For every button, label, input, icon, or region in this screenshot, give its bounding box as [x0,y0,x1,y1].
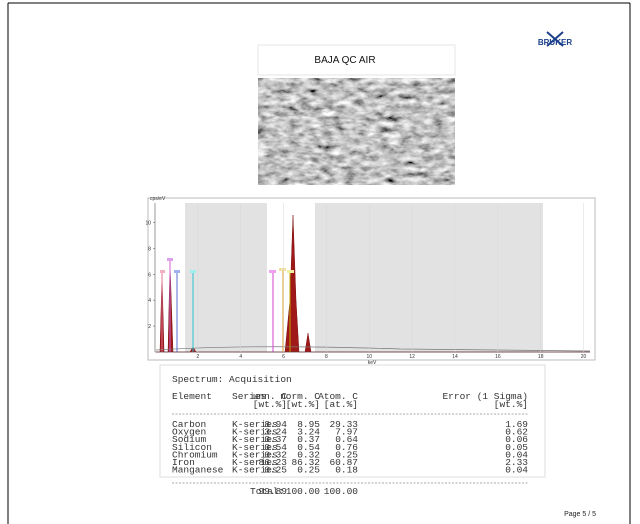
table-cell: 0.04 [505,449,528,460]
region [315,203,543,352]
results-table: Spectrum: Acquisition Element Seriesunn. … [172,374,528,497]
table-cell: 7.97 [335,427,358,438]
table-cell: K-series [232,419,278,430]
table-cell: 0.04 [505,465,528,476]
x-tick-label: 10 [367,354,373,360]
table-cell: 8.94 [264,419,287,430]
table-cell: K-series [232,449,278,460]
x-tick-label: 20 [581,354,587,360]
table-cell: 1.69 [505,419,528,430]
column-header: unn. C [253,391,288,402]
background-line [155,346,591,352]
report-title: BAJA QC AIR [314,55,375,66]
y-tick-label: 6 [148,272,151,278]
total-label: Total: [250,486,284,497]
table-cell: 0.54 [264,442,287,453]
y-axis-label: cps/eV [150,196,166,202]
column-header: [wt.%] [286,399,320,410]
table-cell: 0.25 [297,465,320,476]
marker-flag [287,270,294,273]
spectrum: cps/eV keV 2 4 6 8 10 12 14 16 18 20 2 4 6 8 10 [145,196,591,366]
logo: BRUKER [538,31,572,47]
y-tick-label: 4 [148,298,151,304]
table-cell: Silicon [172,442,212,453]
table-cell: 0.32 [264,449,287,460]
marker-flag [269,270,276,273]
y-tick-label: 2 [148,324,151,330]
table-cell: 86.32 [291,457,320,468]
table-cell: Manganese [172,465,224,476]
column-header: norm. C [280,391,320,402]
table-cell: Carbon [172,419,206,430]
marker-flag [167,258,173,261]
page-number: Page 5 / 5 [564,511,596,518]
column-header: Atom. C [318,391,358,402]
table-cell: 0.64 [335,434,358,445]
table-title: Spectrum: Acquisition [172,374,292,385]
table-cell: 0.32 [297,449,320,460]
table-cell: Iron [172,457,195,468]
x-tick-label: 14 [452,354,458,360]
table-cell: 3.24 [264,427,287,438]
table-cell: 0.54 [297,442,320,453]
y-tick-label: 10 [145,220,151,226]
x-tick-label: 2 [196,354,199,360]
column-header: Series [232,391,266,402]
table-cell: 3.24 [297,427,320,438]
x-tick-label: 12 [409,354,415,360]
marker-flag [160,270,165,273]
table-cell: 86.23 [258,457,287,468]
table-cell: K-series [232,442,278,453]
sem-image [258,78,455,185]
total-value: 100.00 [324,486,359,497]
table-cell: 0.25 [335,449,358,460]
total-value: 99.89 [258,486,287,497]
table-cell: K-series [232,434,278,445]
table-cell: 0.25 [264,465,287,476]
table-cell: Sodium [172,434,207,445]
table-cell: 8.95 [297,419,320,430]
column-header: [wt.%] [494,399,528,410]
table-cell: 60.87 [329,457,358,468]
table-cell: Chromium [172,449,218,460]
table-cell: 0.37 [297,434,320,445]
table-cell: K-series [232,457,278,468]
column-header: Element [172,391,212,402]
x-tick-label: 16 [495,354,501,360]
logo-text: BRUKER [538,38,572,47]
table-cell: 0.18 [335,465,358,476]
table-box [159,364,546,478]
table-cell: 0.05 [505,442,528,453]
table-cell: Oxygen [172,427,206,438]
table-cell: 0.76 [335,442,358,453]
x-tick-label: 6 [282,354,285,360]
table-cell: 0.62 [505,427,528,438]
x-axis-label: keV [368,360,377,366]
x-tick-label: 18 [538,354,544,360]
region [185,203,267,352]
table-cell: 2.33 [505,457,528,468]
marker-flag [190,270,196,273]
total-value: 100.00 [286,486,321,497]
table-cell: K-series [232,465,278,476]
x-tick-label: 4 [239,354,242,360]
marker-flag [174,270,180,273]
table-cell: 29.33 [329,419,358,430]
column-header: Error (1 Sigma) [442,391,528,402]
column-header: [wt.%] [253,399,287,410]
table-cell: 0.37 [264,434,287,445]
marker-flag [279,268,286,271]
table-cell: 0.06 [505,434,528,445]
y-tick-label: 8 [148,246,151,252]
logo-mark [546,31,564,47]
column-header: [at.%] [324,399,358,410]
table-cell: K-series [232,427,278,438]
x-tick-label: 8 [325,354,328,360]
title-box [257,44,456,76]
